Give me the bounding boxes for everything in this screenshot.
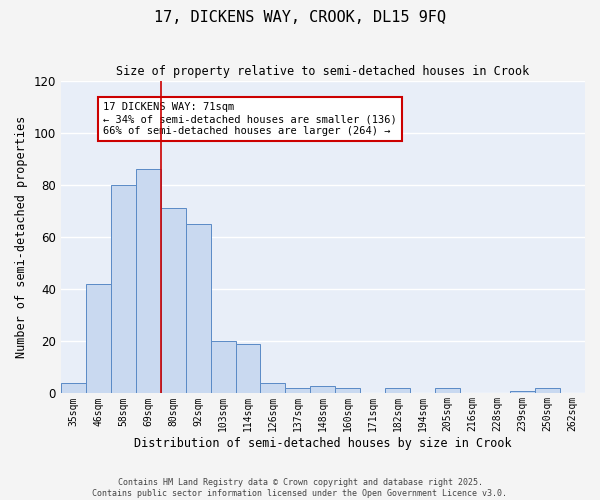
Bar <box>61 383 86 394</box>
Bar <box>286 388 310 394</box>
X-axis label: Distribution of semi-detached houses by size in Crook: Distribution of semi-detached houses by … <box>134 437 512 450</box>
Bar <box>435 388 460 394</box>
Text: 17 DICKENS WAY: 71sqm
← 34% of semi-detached houses are smaller (136)
66% of sem: 17 DICKENS WAY: 71sqm ← 34% of semi-deta… <box>103 102 397 136</box>
Bar <box>185 224 211 394</box>
Bar <box>136 169 161 394</box>
Title: Size of property relative to semi-detached houses in Crook: Size of property relative to semi-detach… <box>116 65 530 78</box>
Bar <box>385 388 410 394</box>
Bar <box>335 388 361 394</box>
Bar <box>161 208 185 394</box>
Bar <box>111 185 136 394</box>
Bar <box>260 383 286 394</box>
Bar <box>310 386 335 394</box>
Bar <box>236 344 260 394</box>
Bar <box>535 388 560 394</box>
Y-axis label: Number of semi-detached properties: Number of semi-detached properties <box>15 116 28 358</box>
Bar <box>86 284 111 394</box>
Bar <box>211 342 236 394</box>
Text: Contains HM Land Registry data © Crown copyright and database right 2025.
Contai: Contains HM Land Registry data © Crown c… <box>92 478 508 498</box>
Bar <box>510 391 535 394</box>
Text: 17, DICKENS WAY, CROOK, DL15 9FQ: 17, DICKENS WAY, CROOK, DL15 9FQ <box>154 10 446 25</box>
